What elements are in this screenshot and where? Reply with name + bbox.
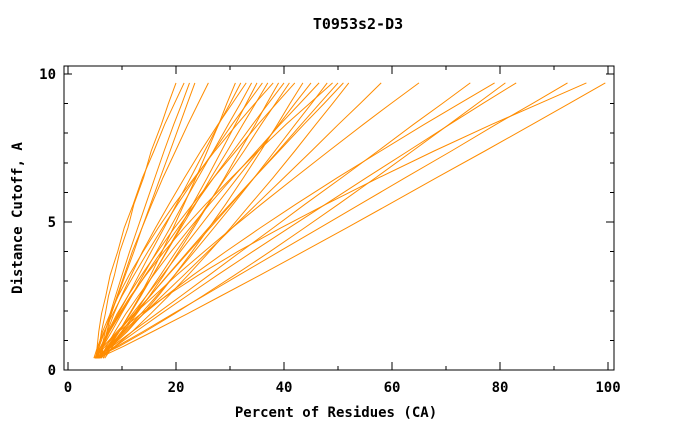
x-axis-title: Percent of Residues (CA) [235, 405, 437, 421]
model-curve [94, 82, 339, 359]
x-tick-label: 60 [384, 380, 401, 396]
model-curve [97, 82, 177, 359]
model-curve [98, 82, 258, 359]
model-curve [96, 82, 253, 359]
model-curve [94, 82, 242, 359]
model-curve [104, 82, 290, 359]
model-curve [97, 82, 382, 359]
plot-border [63, 65, 615, 371]
model-curve [95, 82, 471, 359]
model-curve [98, 82, 333, 359]
model-curve [94, 82, 587, 359]
model-curve [100, 82, 517, 359]
y-tick-label: 10 [39, 67, 56, 83]
y-axis-title: Distance Cutoff, A [10, 142, 26, 294]
model-curve [98, 82, 495, 359]
model-curve [96, 82, 296, 359]
y-tick-label: 5 [48, 215, 56, 231]
model-curve [99, 82, 247, 359]
model-curve [95, 82, 185, 359]
model-curve [102, 82, 269, 359]
model-curve [97, 82, 280, 359]
model-curve [94, 82, 304, 359]
x-tick-label: 40 [276, 380, 293, 396]
model-curve [93, 82, 263, 359]
x-tick-label: 100 [595, 380, 620, 396]
x-tick-label: 0 [64, 380, 72, 396]
model-curve [101, 82, 209, 359]
model-curve [94, 82, 420, 359]
x-tick-label: 80 [492, 380, 509, 396]
x-tick-label: 20 [168, 380, 185, 396]
model-curve [101, 82, 320, 359]
model-curve [95, 82, 274, 359]
model-curve [96, 82, 350, 359]
model-curves-layer [93, 82, 606, 359]
y-tick-label: 0 [48, 363, 56, 379]
model-curve [96, 82, 568, 359]
axes-layer: 0 20 40 60 80 100 0 5 10 [39, 65, 621, 396]
model-curve [97, 82, 606, 359]
model-curve [102, 82, 344, 359]
chart-title: T0953s2-D3 [313, 15, 403, 33]
